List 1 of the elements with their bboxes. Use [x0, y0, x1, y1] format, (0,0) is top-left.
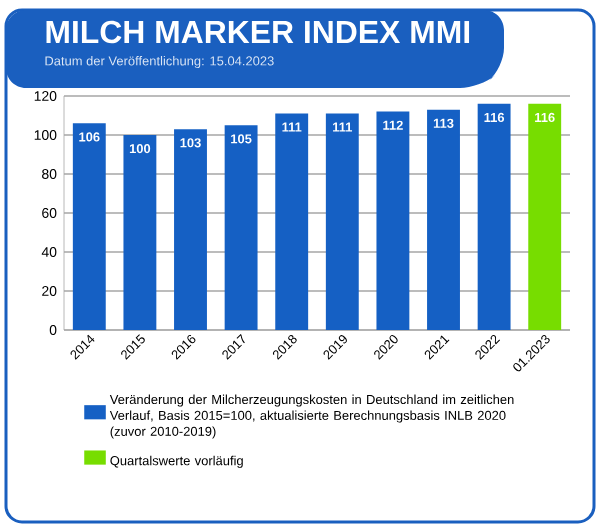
- chart-title: MILCH MARKER INDEX MMI: [46, 20, 470, 44]
